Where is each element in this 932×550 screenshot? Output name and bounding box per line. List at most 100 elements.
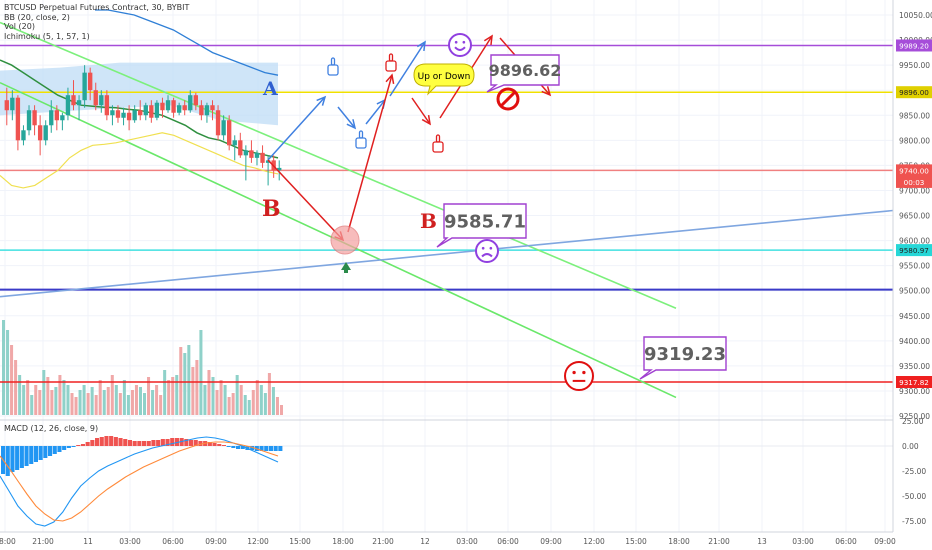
volume-bar — [271, 387, 275, 415]
candle-body — [76, 100, 82, 106]
volume-bar — [78, 390, 82, 415]
happy-face-icon — [448, 33, 472, 57]
candle-body — [43, 125, 48, 141]
time-tick-label: 12 — [420, 537, 430, 546]
up-or-down-bubble: Up or Down — [413, 63, 475, 96]
price-badges: 9989.20 9896.00 9740.00 00:03 9580.97 9317.82 — [896, 39, 932, 389]
projection-arrow-up-head — [483, 34, 493, 46]
time-tick-label: 15:00 — [625, 537, 647, 546]
macd-histogram-bar — [226, 446, 231, 447]
volume-bar — [167, 380, 171, 415]
hand-pointer-icon-finger — [358, 130, 364, 139]
candle-body — [110, 110, 115, 116]
price-callout-9896: 9896.62 — [486, 54, 561, 93]
volume-bar — [122, 380, 126, 415]
time-tick-label: 15:00 — [289, 537, 311, 546]
candle-body — [60, 115, 65, 121]
candle-body — [99, 95, 104, 106]
candle-body — [32, 110, 37, 126]
time-tick-label: 18:00 — [668, 537, 690, 546]
candle-body — [165, 100, 171, 111]
price-badge-label: 9740.00 — [899, 166, 929, 175]
candle-body — [210, 105, 215, 111]
volume-bar — [2, 320, 6, 415]
projection-arrow-down-head — [346, 119, 357, 130]
neutral-face-icon — [564, 361, 594, 391]
legend-vol: Vol (20) — [4, 22, 35, 32]
label-a: A — [262, 78, 278, 100]
macd-histogram-bar — [57, 446, 62, 452]
macd-histogram-bar — [146, 441, 151, 446]
legend-bb: BB (20, close, 2) — [4, 12, 70, 22]
macd-histogram-bar — [48, 446, 53, 456]
macd-histogram-bar — [123, 439, 128, 446]
candle-body — [254, 152, 260, 158]
price-tick-label: 9600.00 — [899, 237, 930, 246]
price-tick-label: 9950.00 — [899, 61, 930, 70]
volume-bar — [90, 387, 94, 415]
projection-arrow-up-head — [416, 40, 426, 52]
macd-histogram-bar — [221, 445, 226, 446]
macd-tick-label: -25.00 — [902, 467, 926, 476]
price-callout-9585-box — [436, 203, 527, 248]
candle-body — [199, 105, 204, 116]
projection-arrow-up — [389, 41, 426, 97]
candle-body — [4, 100, 9, 111]
no-entry-icon — [496, 87, 520, 111]
volume-bar — [54, 387, 58, 415]
time-tick-label: 21:00 — [708, 537, 730, 546]
macd-histogram-bar — [137, 441, 142, 446]
volume-bar — [50, 390, 54, 415]
macd-histogram-bar — [231, 446, 236, 448]
candle-body — [21, 130, 26, 141]
candle-body — [82, 72, 87, 101]
projection-arrow-down — [337, 106, 356, 129]
time-tick-label: 21:00 — [32, 537, 54, 546]
volume-bar — [179, 347, 183, 415]
candle-body — [104, 95, 110, 116]
price-badge-label: 00:03 — [904, 178, 925, 187]
volume-bar — [219, 380, 223, 415]
macd-histogram-bar — [240, 446, 245, 449]
projection-arrow-down-head — [421, 114, 431, 126]
macd-histogram-bar — [160, 439, 165, 446]
indicator-lines — [0, 9, 279, 189]
price-badge-label: 9580.97 — [899, 246, 929, 255]
happy-face-icon-eye — [462, 40, 466, 44]
macd-histogram-bar — [71, 446, 76, 447]
macd-histogram-bar — [43, 446, 48, 458]
macd-tick-label: -50.00 — [902, 492, 926, 501]
volume-bar — [18, 375, 22, 415]
macd-histogram-bar — [189, 440, 194, 446]
time-tick-label: 09:00 — [874, 537, 896, 546]
price-tick-label: 9350.00 — [899, 362, 930, 371]
price-badge — [896, 164, 932, 177]
volume-bar — [58, 375, 62, 415]
chart-legend: BTCUSD Perpetual Futures Contract, 30, B… — [4, 3, 189, 41]
candle-body — [37, 125, 43, 141]
macd-histogram-bar — [62, 446, 67, 450]
price-badge — [896, 175, 932, 188]
macd-histogram-bar — [80, 444, 85, 446]
time-tick-label: 18:00 — [0, 537, 16, 546]
volume-bar — [26, 380, 30, 415]
macd-histogram-bar — [184, 439, 189, 446]
price-callout-9585-text: 9585.71 — [444, 211, 526, 232]
price-tick-label: 9500.00 — [899, 287, 930, 296]
volume-bars — [2, 320, 283, 415]
hand-pointer-icon — [327, 57, 339, 76]
macd-histogram-bar — [85, 442, 90, 446]
volume-bar — [227, 397, 231, 415]
sad-face-icon — [475, 239, 499, 263]
macd-histogram-bar — [104, 436, 109, 446]
volume-bar — [275, 397, 279, 415]
volume-bar — [279, 405, 283, 415]
sad-face-icon-outline — [475, 239, 499, 263]
projection-arrow-up — [347, 74, 393, 233]
macd-histogram-bar — [99, 437, 104, 446]
volume-bar — [187, 345, 191, 415]
time-tick-label: 12:00 — [247, 537, 269, 546]
candle-body — [232, 140, 237, 146]
buy-arrow-stem — [344, 269, 348, 273]
